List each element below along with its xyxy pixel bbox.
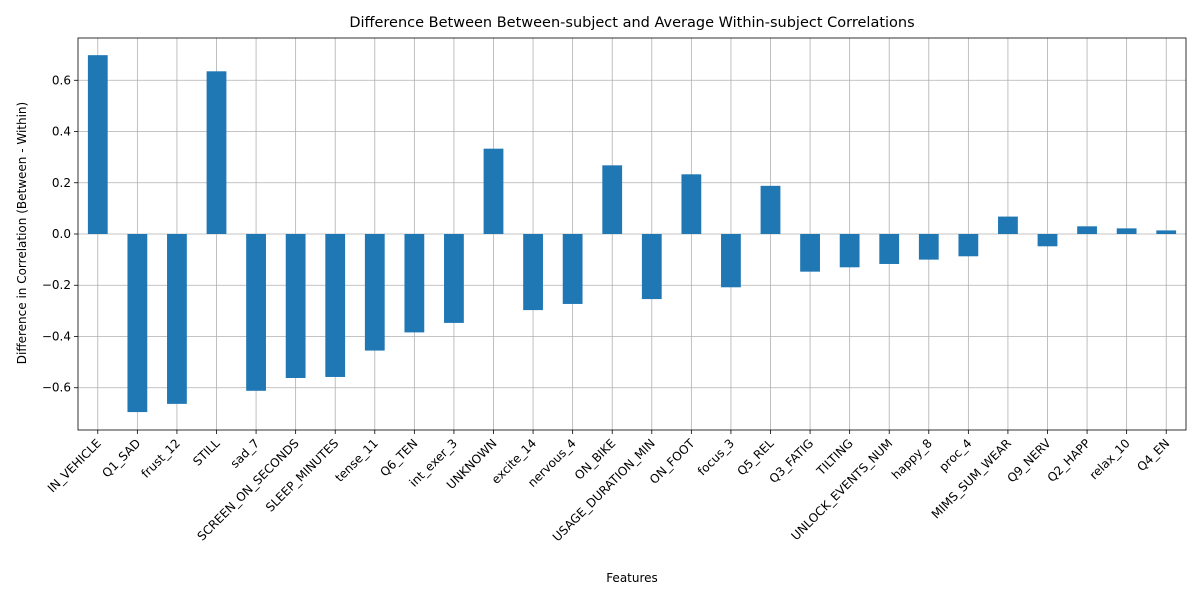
y-axis-ticks: −0.6 −0.4 −0.2 0.0 0.2 0.4 0.6 <box>42 73 78 395</box>
y-tick-label: 0.0 <box>52 227 71 241</box>
bar-on-foot <box>681 174 702 234</box>
x-tick-label: relax_10 <box>1087 436 1133 482</box>
x-tick-label: tense_11 <box>332 436 381 485</box>
bar-q6-ten <box>404 234 425 333</box>
x-tick-label: proc_4 <box>936 436 974 474</box>
bar-still <box>206 71 227 234</box>
bar-relax-10 <box>1116 228 1137 234</box>
x-tick-label: Q1_SAD <box>99 436 143 480</box>
x-tick-label: happy_8 <box>889 436 935 482</box>
x-tick-label: IN_VEHICLE <box>45 436 104 495</box>
bar-focus-3 <box>721 234 741 288</box>
bar-q4-en <box>1156 230 1177 234</box>
y-tick-label: 0.6 <box>52 73 71 87</box>
y-tick-label: −0.4 <box>42 329 71 343</box>
bar-in-vehicle <box>87 55 108 234</box>
bar-excite-14 <box>523 234 543 311</box>
bar-unlock-events-num <box>879 234 900 264</box>
bar-sad-7 <box>246 234 266 391</box>
grid-lines <box>78 38 1186 430</box>
bars <box>87 55 1177 413</box>
chart-title: Difference Between Between-subject and A… <box>349 15 914 31</box>
bar-int-exer-3 <box>444 234 464 323</box>
bar-q2-happ <box>1077 226 1097 234</box>
bar-q1-sad <box>127 234 148 413</box>
bar-tilting <box>839 234 860 268</box>
y-tick-label: 0.4 <box>52 125 71 139</box>
x-tick-label: STILL <box>190 436 223 469</box>
bar-frust-12 <box>167 234 187 404</box>
x-tick-label: Q4_EN <box>1134 436 1172 474</box>
bar-usage-duration-min <box>641 234 662 300</box>
y-tick-label: −0.6 <box>42 381 71 395</box>
bar-screen-on-seconds <box>285 234 306 378</box>
bar-on-bike <box>602 165 623 234</box>
x-tick-label: Q2_HAPP <box>1045 436 1094 485</box>
y-tick-label: −0.2 <box>42 278 71 292</box>
x-tick-label: sad_7 <box>228 436 263 471</box>
bar-tense-11 <box>364 234 385 351</box>
x-axis-label: Features <box>606 571 658 585</box>
bar-q5-rel <box>760 185 781 234</box>
bar-q3-fatig <box>800 234 820 272</box>
x-tick-label: focus_3 <box>695 436 737 478</box>
x-tick-label: frust_12 <box>139 436 184 481</box>
bar-happy-8 <box>918 234 939 260</box>
bar-nervous-4 <box>562 234 583 304</box>
x-tick-label: SLEEP_MINUTES <box>263 436 341 514</box>
y-tick-label: 0.2 <box>52 176 71 190</box>
bar-mims-sum-wear <box>998 216 1018 234</box>
bar-q9-nerv <box>1037 234 1058 247</box>
bar-sleep-minutes <box>325 234 346 377</box>
bar-unknown <box>483 148 504 234</box>
y-axis-label: Difference in Correlation (Between - Wit… <box>15 102 29 364</box>
bar-proc-4 <box>958 234 979 257</box>
